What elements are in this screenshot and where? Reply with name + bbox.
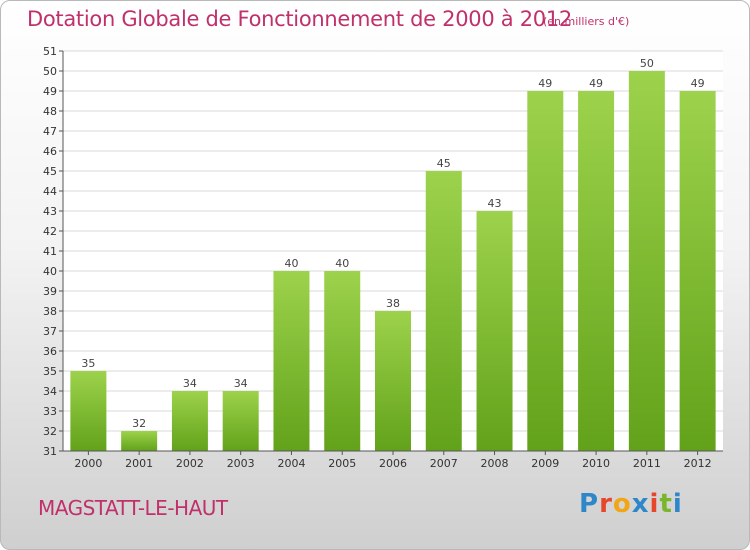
bar-value-label: 38 bbox=[386, 297, 400, 310]
bar-2009 bbox=[527, 91, 564, 451]
x-tick-label: 2004 bbox=[277, 457, 305, 470]
y-tick-label: 36 bbox=[43, 345, 57, 358]
bar-value-label: 49 bbox=[589, 77, 603, 90]
bar-value-label: 32 bbox=[132, 417, 146, 430]
bar-value-label: 40 bbox=[335, 257, 349, 270]
chart-title: Dotation Globale de Fonctionnement de 20… bbox=[27, 7, 572, 31]
logo-letter: i bbox=[649, 489, 660, 519]
y-tick-label: 34 bbox=[43, 385, 57, 398]
x-tick-label: 2009 bbox=[531, 457, 559, 470]
bar-2011 bbox=[628, 71, 665, 451]
y-tick-label: 37 bbox=[43, 325, 57, 338]
bar-2012 bbox=[679, 91, 716, 451]
y-tick-label: 45 bbox=[43, 165, 57, 178]
y-tick-label: 35 bbox=[43, 365, 57, 378]
logo-letter: i bbox=[672, 489, 683, 519]
x-tick-label: 2000 bbox=[74, 457, 102, 470]
bar-2000 bbox=[70, 371, 107, 451]
y-axis: 31 32 33 34 35 36 37 38 39 40 41 42 43 44 45 46 47 48 49 50… bbox=[43, 45, 64, 458]
bar-value-label: 43 bbox=[488, 197, 502, 210]
bars: 35 32 34 34 40 40 38 45 43 49 49 50 49 bbox=[70, 57, 716, 451]
bar-value-label: 35 bbox=[81, 357, 95, 370]
y-tick-label: 48 bbox=[43, 105, 57, 118]
y-tick-label: 42 bbox=[43, 225, 57, 238]
y-tick-label: 39 bbox=[43, 285, 57, 298]
commune-name: MAGSTATT-LE-HAUT bbox=[38, 496, 228, 520]
bar-2001 bbox=[121, 431, 158, 451]
y-tick-label: 46 bbox=[43, 145, 57, 158]
x-tick-label: 2012 bbox=[684, 457, 712, 470]
y-tick-label: 47 bbox=[43, 125, 57, 138]
y-tick-label: 49 bbox=[43, 85, 57, 98]
x-tick-label: 2002 bbox=[176, 457, 204, 470]
bar-2010 bbox=[578, 91, 615, 451]
bar-value-label: 45 bbox=[437, 157, 451, 170]
bar-2007 bbox=[425, 171, 462, 451]
x-tick-label: 2001 bbox=[125, 457, 153, 470]
bar-value-label: 34 bbox=[183, 377, 197, 390]
logo-letter: r bbox=[599, 489, 613, 519]
x-axis: 2000 2001 2002 2003 2004 2005 2006 2007 2008 2009… bbox=[63, 450, 723, 470]
bar-value-label: 34 bbox=[234, 377, 248, 390]
logo-letter: P bbox=[579, 489, 600, 519]
bar-2006 bbox=[375, 311, 411, 451]
x-tick-label: 2011 bbox=[633, 457, 661, 470]
x-tick-label: 2007 bbox=[430, 457, 458, 470]
bar-value-label: 49 bbox=[691, 77, 705, 90]
x-tick-label: 2005 bbox=[328, 457, 356, 470]
bar-2005 bbox=[324, 271, 361, 451]
y-tick-label: 31 bbox=[43, 445, 57, 458]
logo-letter: o bbox=[612, 489, 632, 519]
y-tick-label: 40 bbox=[43, 265, 57, 278]
y-tick-label: 50 bbox=[43, 65, 57, 78]
logo-letter: t bbox=[659, 489, 673, 519]
y-tick-label: 32 bbox=[43, 425, 57, 438]
y-tick-label: 43 bbox=[43, 205, 57, 218]
bar-2004 bbox=[273, 271, 310, 451]
y-tick-label: 41 bbox=[43, 245, 57, 258]
bar-value-label: 40 bbox=[284, 257, 298, 270]
bar-2003 bbox=[222, 391, 259, 451]
y-tick-label: 33 bbox=[43, 405, 57, 418]
y-tick-label: 44 bbox=[43, 185, 57, 198]
logo-letter: x bbox=[631, 489, 650, 519]
x-tick-label: 2010 bbox=[582, 457, 610, 470]
bar-2002 bbox=[171, 391, 208, 451]
proxiti-logo: Proxiti bbox=[579, 489, 683, 519]
x-tick-label: 2003 bbox=[227, 457, 255, 470]
x-tick-label: 2008 bbox=[481, 457, 509, 470]
chart-subtitle: (en milliers d'€) bbox=[543, 15, 630, 28]
x-tick-label: 2006 bbox=[379, 457, 407, 470]
y-tick-label: 51 bbox=[43, 45, 57, 58]
bar-value-label: 49 bbox=[538, 77, 552, 90]
bar-value-label: 50 bbox=[640, 57, 654, 70]
bar-2008 bbox=[476, 211, 513, 451]
y-tick-label: 38 bbox=[43, 305, 57, 318]
